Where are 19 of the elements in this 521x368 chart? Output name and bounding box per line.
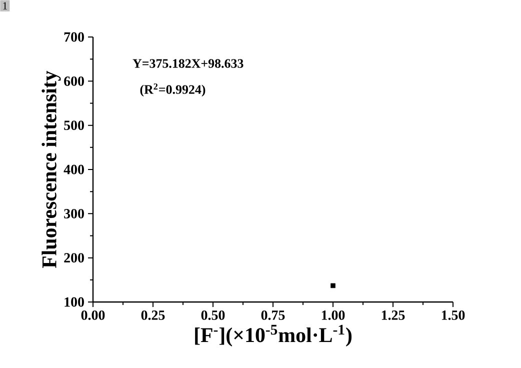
x-tick-label: 0.75 [261, 310, 285, 320]
x-axis-title: [F$^{-}$](×10$^{-5}$mol·L$^{-1}$) [195, 324, 352, 346]
x-tick-label: 0.50 [201, 310, 225, 320]
annotation: Y=375.182X+98.633 [132, 59, 244, 68]
x-tick-label: 0.25 [141, 310, 165, 320]
x-tick-label: 0.00 [81, 310, 105, 320]
x-tick-label: 1.50 [442, 310, 465, 320]
y-tick-label: 700 [64, 32, 84, 42]
text: 1 [3, 2, 8, 10]
y-tick-label: 500 [64, 120, 84, 130]
y-tick-label: 600 [64, 76, 84, 86]
y-tick-label: 200 [64, 253, 84, 263]
y-tick-label: 400 [64, 164, 84, 174]
x-tick-label: 1.25 [382, 310, 405, 320]
y-tick-label: 100 [64, 297, 84, 307]
y-tick-label: 300 [64, 208, 84, 218]
annotation: (R$^{2}$=0.9924) [140, 83, 206, 97]
y-axis-title: Fluorescence intensity [42, 70, 61, 268]
x-tick-label: 1.00 [322, 310, 345, 320]
